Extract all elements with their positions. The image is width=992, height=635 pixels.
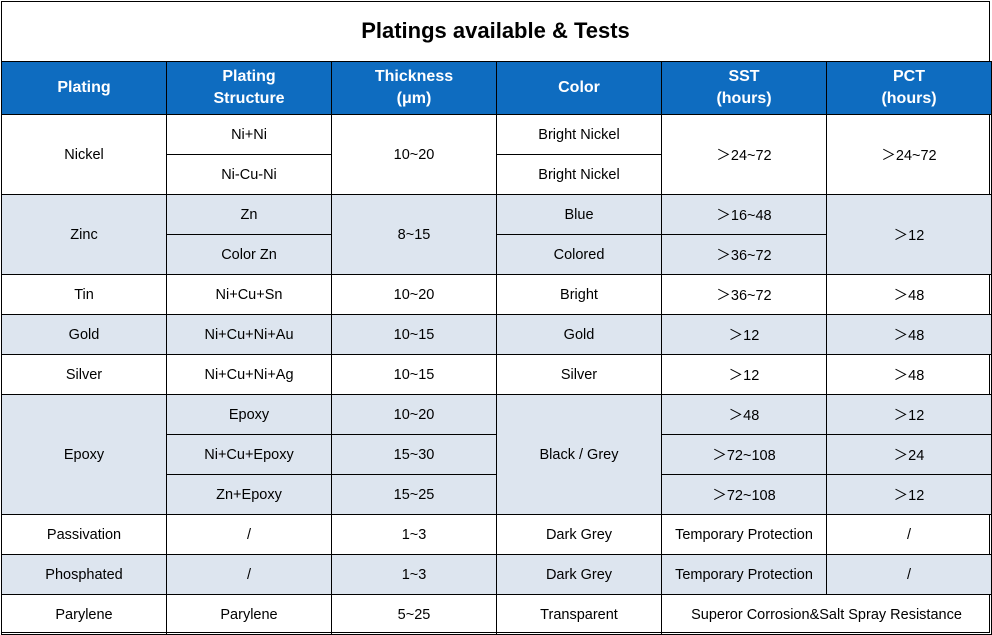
cell-sst-pct: Superor Corrosion&Salt Spray Resistance bbox=[661, 594, 992, 635]
cell-plating: Tin bbox=[1, 274, 167, 315]
page-title: Platings available & Tests bbox=[361, 18, 630, 43]
cell-sst: ＞72~108 bbox=[661, 434, 827, 475]
table-row-zinc-2: Color Zn Colored ＞36~72 bbox=[2, 234, 992, 275]
table-row-nickel-2: Ni-Cu-Ni Bright Nickel bbox=[2, 154, 992, 195]
table-row-gold: Gold Ni+Cu+Ni+Au 10~15 Gold ＞12 ＞48 bbox=[1, 314, 992, 355]
cell-color: Silver bbox=[496, 354, 662, 395]
header-color: Color bbox=[496, 61, 662, 115]
cell-sst: ＞12 bbox=[661, 314, 827, 355]
cell-color: Black / Grey bbox=[496, 394, 662, 515]
table-row-tin: Tin Ni+Cu+Sn 10~20 Bright ＞36~72 ＞48 bbox=[1, 274, 992, 315]
cell-structure: Ni+Cu+Epoxy bbox=[166, 434, 332, 475]
cell-structure: Epoxy bbox=[166, 394, 332, 435]
header-sst: SST (hours) bbox=[661, 61, 827, 115]
cell-thickness: 15~25 bbox=[331, 474, 497, 515]
cell-color: Blue bbox=[496, 194, 662, 235]
cell-thickness: 8~15 bbox=[331, 194, 497, 275]
table-row-epoxy: Epoxy Epoxy 10~20 Black / Grey ＞48 ＞12 bbox=[1, 394, 992, 515]
cell-thickness: 1~3 bbox=[331, 514, 497, 555]
table-row-epoxy-2: Ni+Cu+Epoxy 15~30 ＞72~108 ＞24 bbox=[2, 434, 992, 475]
cell-structure: Parylene bbox=[166, 594, 332, 635]
table-row-phosphated: Phosphated / 1~3 Dark Grey Temporary Pro… bbox=[1, 554, 992, 595]
cell-thickness: 10~20 bbox=[331, 394, 497, 435]
header-thickness: Thickness (μm) bbox=[331, 61, 497, 115]
cell-color: Bright bbox=[496, 274, 662, 315]
cell-structure: Ni+Cu+Ni+Ag bbox=[166, 354, 332, 395]
header-row: Plating Plating Structure Thickness (μm) C… bbox=[1, 61, 992, 115]
cell-thickness: 10~15 bbox=[331, 354, 497, 395]
cell-thickness: 15~30 bbox=[331, 434, 497, 475]
cell-color: Dark Grey bbox=[496, 514, 662, 555]
cell-structure: Ni+Cu+Sn bbox=[166, 274, 332, 315]
cell-thickness: 10~15 bbox=[331, 314, 497, 355]
cell-pct: / bbox=[826, 554, 992, 595]
cell-color: Dark Grey bbox=[496, 554, 662, 595]
cell-sst: ＞48 bbox=[661, 394, 827, 435]
cell-sst: ＞24~72 bbox=[661, 114, 827, 195]
cell-structure: Ni+Cu+Ni+Au bbox=[166, 314, 332, 355]
cell-color: Colored bbox=[496, 234, 662, 275]
platings-table: Plating Plating Structure Thickness (μm) C… bbox=[1, 61, 992, 635]
cell-plating: Nickel bbox=[1, 114, 167, 195]
cell-color: Bright Nickel bbox=[496, 154, 662, 195]
cell-pct: ＞48 bbox=[826, 274, 992, 315]
cell-pct: / bbox=[826, 514, 992, 555]
table-row-zinc: Zinc Zn 8~15 Blue ＞16~48 ＞12 bbox=[1, 194, 992, 275]
cell-thickness: 10~20 bbox=[331, 274, 497, 315]
cell-pct: ＞48 bbox=[826, 354, 992, 395]
cell-color: Gold bbox=[496, 314, 662, 355]
cell-pct: ＞12 bbox=[826, 194, 992, 275]
cell-plating: Passivation bbox=[1, 514, 167, 555]
cell-sst: ＞72~108 bbox=[661, 474, 827, 515]
cell-sst: Temporary Protection bbox=[661, 554, 827, 595]
cell-thickness: 1~3 bbox=[331, 554, 497, 595]
cell-plating: Gold bbox=[1, 314, 167, 355]
cell-plating: Parylene bbox=[1, 594, 167, 635]
cell-thickness: 5~25 bbox=[331, 594, 497, 635]
cell-structure: Color Zn bbox=[166, 234, 332, 275]
cell-structure: Zn bbox=[166, 194, 332, 235]
table-row-passivation: Passivation / 1~3 Dark Grey Temporary Pr… bbox=[1, 514, 992, 555]
cell-plating: Zinc bbox=[1, 194, 167, 275]
cell-color: Bright Nickel bbox=[496, 114, 662, 155]
header-structure: Plating Structure bbox=[166, 61, 332, 115]
header-plating: Plating bbox=[1, 61, 167, 115]
cell-pct: ＞24 bbox=[826, 434, 992, 475]
cell-pct: ＞48 bbox=[826, 314, 992, 355]
cell-structure: / bbox=[166, 554, 332, 595]
cell-sst: ＞16~48 bbox=[661, 194, 827, 235]
table-row-silver: Silver Ni+Cu+Ni+Ag 10~15 Silver ＞12 ＞48 bbox=[1, 354, 992, 395]
cell-plating: Silver bbox=[1, 354, 167, 395]
table-row-nickel: Nickel Ni+Ni 10~20 Bright Nickel ＞24~72 … bbox=[1, 114, 992, 195]
cell-sst: ＞12 bbox=[661, 354, 827, 395]
header-pct: PCT (hours) bbox=[826, 61, 992, 115]
cell-color: Transparent bbox=[496, 594, 662, 635]
table-row-parylene: Parylene Parylene 5~25 Transparent Super… bbox=[1, 594, 992, 635]
cell-sst: Temporary Protection bbox=[661, 514, 827, 555]
cell-sst: ＞36~72 bbox=[661, 234, 827, 275]
cell-plating: Phosphated bbox=[1, 554, 167, 595]
cell-structure: Ni+Ni bbox=[166, 114, 332, 155]
cell-thickness: 10~20 bbox=[331, 114, 497, 195]
cell-structure: Zn+Epoxy bbox=[166, 474, 332, 515]
cell-pct: ＞12 bbox=[826, 474, 992, 515]
cell-structure: / bbox=[166, 514, 332, 555]
table-row-epoxy-3: Zn+Epoxy 15~25 ＞72~108 ＞12 bbox=[2, 474, 992, 515]
cell-pct: ＞24~72 bbox=[826, 114, 992, 195]
cell-plating: Epoxy bbox=[1, 394, 167, 515]
cell-pct: ＞12 bbox=[826, 394, 992, 435]
cell-sst: ＞36~72 bbox=[661, 274, 827, 315]
cell-structure: Ni-Cu-Ni bbox=[166, 154, 332, 195]
